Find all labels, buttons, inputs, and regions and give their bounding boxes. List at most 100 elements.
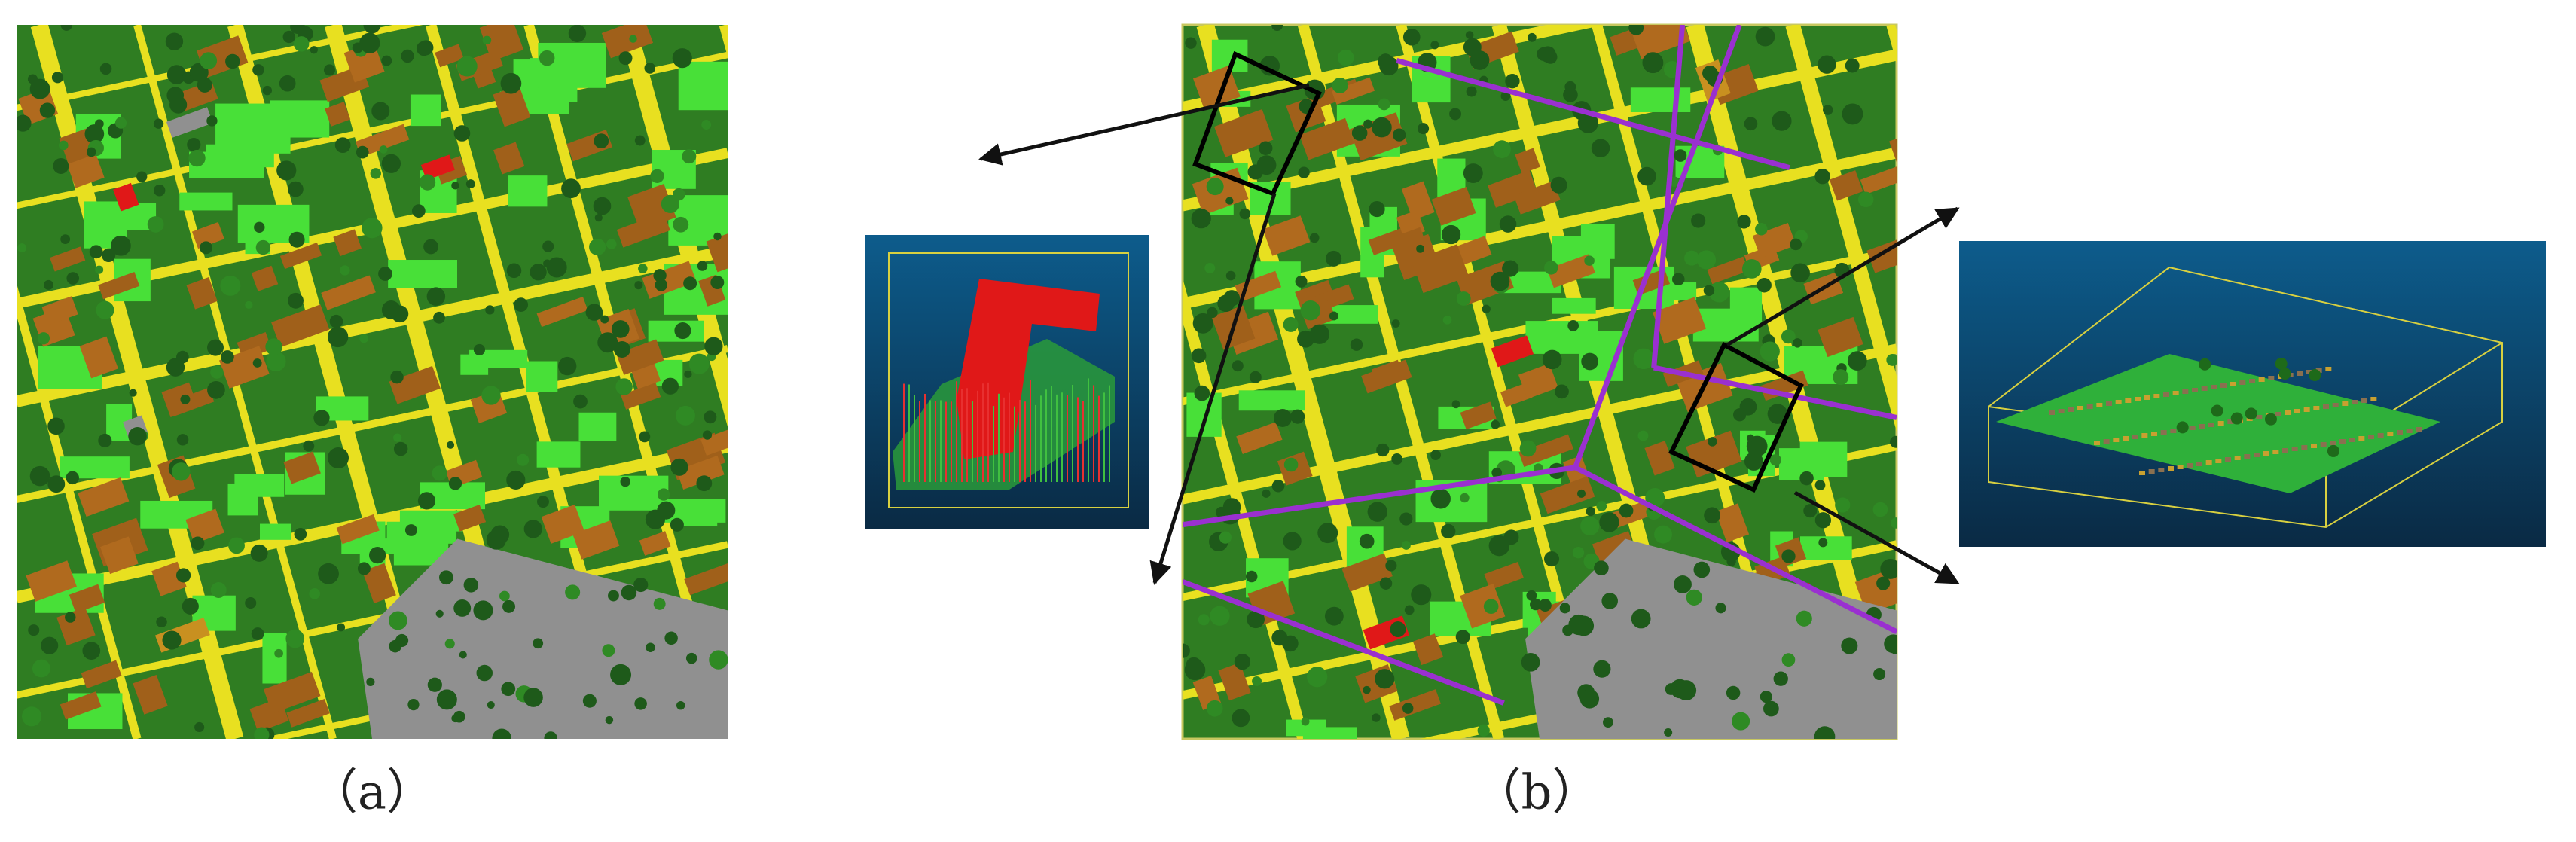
tree bbox=[340, 265, 350, 276]
car bbox=[2301, 445, 2308, 450]
road-marking bbox=[1183, 579, 1505, 706]
tree bbox=[370, 168, 382, 179]
tree bbox=[1234, 654, 1251, 670]
road bbox=[1183, 49, 1897, 212]
tree bbox=[1845, 58, 1860, 73]
building bbox=[98, 271, 140, 300]
tree bbox=[523, 688, 543, 707]
building bbox=[69, 584, 105, 614]
tree bbox=[1527, 32, 1537, 42]
building bbox=[41, 296, 78, 325]
car bbox=[2282, 448, 2288, 453]
tree bbox=[1814, 480, 1826, 490]
tree bbox=[1741, 259, 1762, 279]
car bbox=[2211, 385, 2217, 389]
building bbox=[78, 477, 130, 517]
tree bbox=[1538, 599, 1552, 612]
tree bbox=[1290, 409, 1305, 424]
tree bbox=[1550, 176, 1567, 194]
tree bbox=[1645, 487, 1665, 508]
lawn bbox=[526, 361, 558, 392]
tree bbox=[1542, 349, 1562, 370]
car bbox=[2160, 430, 2167, 435]
tree bbox=[1232, 360, 1244, 372]
tree bbox=[21, 706, 42, 727]
tree bbox=[310, 46, 318, 54]
tree bbox=[501, 682, 516, 697]
road-marking bbox=[1651, 25, 1686, 368]
tree bbox=[1488, 535, 1510, 557]
tree bbox=[1204, 263, 1216, 274]
tree bbox=[51, 72, 64, 84]
tree bbox=[378, 267, 392, 281]
panel-label: （b） bbox=[1473, 765, 1601, 821]
car bbox=[2361, 398, 2367, 403]
tree bbox=[1581, 352, 1599, 371]
car bbox=[2199, 424, 2205, 429]
tree bbox=[1814, 726, 1836, 739]
tree bbox=[1703, 285, 1715, 296]
panel-label: （a） bbox=[310, 765, 435, 821]
tree bbox=[1482, 304, 1491, 313]
building bbox=[166, 107, 213, 138]
tree bbox=[359, 334, 368, 343]
tree bbox=[502, 599, 516, 613]
tree bbox=[266, 351, 286, 371]
tree bbox=[664, 631, 678, 645]
tree bbox=[1747, 434, 1755, 442]
lawn bbox=[678, 61, 728, 111]
tree bbox=[602, 644, 615, 657]
car bbox=[2096, 403, 2103, 407]
tree bbox=[644, 63, 656, 74]
tree bbox=[28, 624, 40, 636]
tree bbox=[1271, 25, 1283, 32]
tree bbox=[1332, 77, 1348, 93]
building bbox=[1236, 422, 1283, 454]
car bbox=[2313, 406, 2320, 410]
tree bbox=[561, 178, 581, 199]
tree bbox=[670, 458, 688, 476]
tree bbox=[1239, 208, 1251, 220]
panel-a-point-cloud bbox=[17, 25, 728, 739]
tree bbox=[114, 117, 127, 129]
tree bbox=[89, 245, 103, 259]
car bbox=[2132, 435, 2138, 439]
building bbox=[1752, 222, 1796, 258]
tree bbox=[582, 694, 597, 708]
tree bbox=[453, 599, 472, 617]
tree bbox=[613, 341, 630, 358]
tree bbox=[655, 279, 668, 291]
tree bbox=[713, 232, 722, 241]
tree bbox=[1857, 191, 1874, 207]
tree bbox=[1599, 512, 1619, 532]
tree bbox=[634, 281, 643, 290]
tree bbox=[65, 612, 76, 623]
tree bbox=[37, 332, 50, 345]
building bbox=[1630, 25, 1691, 59]
tree bbox=[1790, 263, 1810, 283]
car bbox=[2205, 460, 2212, 465]
tree bbox=[84, 124, 105, 144]
building bbox=[1412, 633, 1444, 665]
building bbox=[1431, 187, 1476, 226]
pavement bbox=[1525, 538, 1897, 739]
tree bbox=[620, 476, 630, 487]
inset-building bbox=[865, 235, 1149, 529]
tree bbox=[1391, 319, 1400, 328]
tree bbox=[32, 659, 50, 678]
building bbox=[271, 304, 330, 348]
tree bbox=[653, 597, 666, 610]
tree bbox=[645, 509, 666, 529]
road bbox=[1183, 25, 1605, 114]
tree bbox=[661, 194, 680, 213]
car bbox=[2187, 463, 2193, 468]
tree bbox=[1283, 457, 1299, 472]
tree bbox=[1563, 87, 1578, 102]
tree bbox=[1337, 49, 1354, 66]
road bbox=[1785, 25, 1897, 432]
tree bbox=[1391, 453, 1403, 465]
tree bbox=[1283, 532, 1302, 551]
tree bbox=[251, 627, 264, 640]
building bbox=[26, 560, 77, 602]
